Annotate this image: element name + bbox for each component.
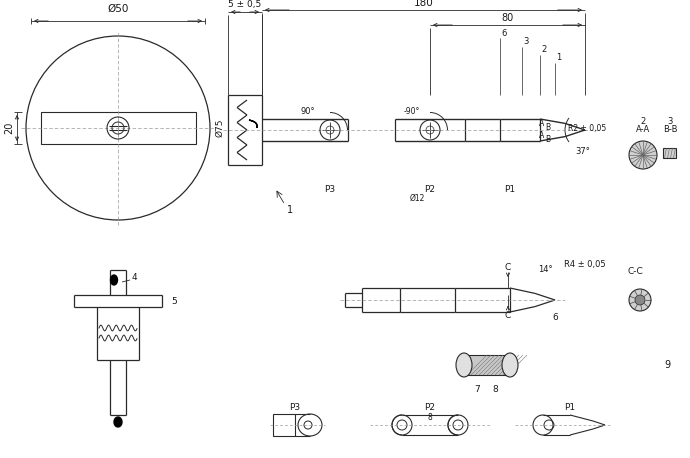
Text: P1: P1 [564,403,575,413]
Text: 3: 3 [523,38,529,47]
Text: B: B [545,136,551,145]
Text: 7: 7 [474,386,480,394]
Text: 6: 6 [552,312,558,322]
Bar [662,148,676,158]
Text: 8: 8 [428,414,433,422]
Text: 180: 180 [413,0,433,8]
Text: A-A: A-A [636,125,650,135]
Bar [465,355,509,375]
Text: A: A [540,120,544,129]
Text: Ø12: Ø12 [409,193,424,202]
Text: 37°: 37° [575,147,591,157]
Text: 9: 9 [664,360,670,370]
Text: A: A [540,131,544,141]
Polygon shape [110,275,117,285]
Polygon shape [249,120,257,128]
Text: 1: 1 [556,54,562,62]
Text: R4 ± 0,05: R4 ± 0,05 [564,261,606,269]
Text: Ø50: Ø50 [108,4,129,14]
Text: 2: 2 [542,45,546,55]
Text: R2 ± 0,05: R2 ± 0,05 [568,124,606,132]
Text: 6: 6 [502,28,506,38]
Bar [41,112,195,144]
Text: P3: P3 [289,403,301,413]
Text: C: C [505,311,511,320]
Ellipse shape [456,353,472,377]
Polygon shape [114,417,122,427]
Text: 14°: 14° [538,266,552,274]
Bar [273,414,295,436]
Text: 20: 20 [4,122,14,134]
Text: 5: 5 [171,298,177,306]
Text: C: C [505,262,511,272]
Text: 3: 3 [667,118,673,126]
Text: -90°: -90° [404,108,420,116]
Text: P2: P2 [424,403,435,413]
Text: 80: 80 [502,13,513,23]
Text: P2: P2 [424,185,435,195]
Text: 5 ± 0,5: 5 ± 0,5 [228,0,262,10]
Text: C-C: C-C [627,267,643,277]
Circle shape [629,289,651,311]
Circle shape [635,295,645,305]
Text: 8: 8 [492,386,498,394]
Text: B: B [545,124,551,132]
Text: P3: P3 [324,185,335,195]
Text: 1: 1 [287,205,293,215]
Text: Ø75: Ø75 [215,119,224,137]
Ellipse shape [502,353,518,377]
Text: B-B: B-B [663,125,678,135]
Text: 2: 2 [640,118,646,126]
Text: 90°: 90° [301,108,315,116]
Text: 4: 4 [131,273,137,282]
Circle shape [629,141,657,169]
Text: P1: P1 [504,185,515,195]
